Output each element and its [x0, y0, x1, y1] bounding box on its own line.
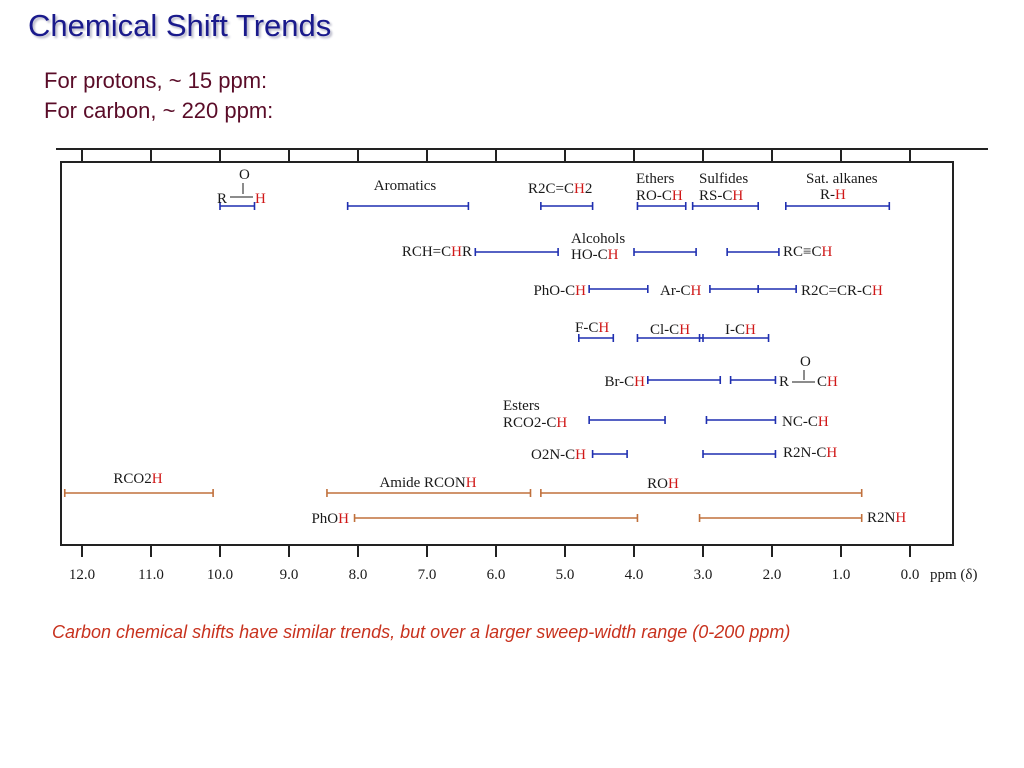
- label-alkene-terminal: R2C=CH2: [528, 181, 592, 197]
- axis-unit-label: ppm (δ): [930, 567, 977, 583]
- label-alkene-internal: RCH=CHR: [402, 244, 472, 260]
- shift-range-bar: [63, 489, 214, 497]
- label-alpha-ketone: CH: [817, 374, 838, 390]
- shift-range-bar: [588, 416, 666, 424]
- tick-label: 6.0: [487, 567, 506, 583]
- label-fluoride: F-CH: [575, 320, 609, 336]
- shift-range-bar: [577, 334, 615, 342]
- label-alcohol-oh: ROH: [647, 476, 679, 492]
- shift-range-bar: [698, 334, 770, 342]
- chart-frame: [56, 148, 988, 546]
- label-chloride: Cl-CH: [650, 322, 690, 338]
- shift-range-bar: [540, 202, 594, 210]
- label-alkanes-heading: Sat. alkanes: [806, 171, 878, 187]
- label-amine-nh: R2NH: [867, 510, 906, 526]
- shift-range-bar: [540, 489, 863, 497]
- shift-range-bar: [346, 202, 470, 210]
- label-iodide: I-CH: [725, 322, 756, 338]
- tick-label: 12.0: [69, 567, 95, 583]
- shift-ranges: [63, 202, 891, 522]
- label-alcohols-heading: Alcohols: [571, 231, 625, 247]
- shift-range-bar: [633, 248, 697, 256]
- shift-range-bar: [646, 376, 722, 384]
- label-aromatics: Aromatics: [374, 178, 437, 194]
- ketone-oxygen: O: [800, 354, 811, 370]
- tick-label: 8.0: [349, 567, 368, 583]
- tick-label: 5.0: [556, 567, 575, 583]
- label-aryl-ether: PhO-CH: [533, 283, 586, 299]
- shift-range-bar: [636, 202, 687, 210]
- shift-range-bar: [709, 285, 760, 293]
- label-alcohols: HO-CH: [571, 247, 619, 263]
- ketone-r: R: [779, 374, 789, 390]
- tick-label: 10.0: [207, 567, 233, 583]
- shift-range-bar: [219, 202, 256, 210]
- intro-line-protons: For protons, ~ 15 ppm:: [44, 68, 268, 93]
- label-sulfides-heading: Sulfides: [699, 171, 748, 187]
- label-phenol: PhOH: [311, 511, 349, 527]
- tick-label: 0.0: [901, 567, 920, 583]
- plot-border: [60, 161, 954, 546]
- caption: Carbon chemical shifts have similar tren…: [52, 622, 791, 642]
- label-amine-alpha: R2N-CH: [783, 445, 837, 461]
- label-sulfides: RS-CH: [699, 188, 743, 204]
- label-nitrile: NC-CH: [782, 414, 829, 430]
- label-carboxylic-acid: RCO2H: [113, 471, 162, 487]
- shift-range-bar: [353, 514, 639, 522]
- intro-line-carbon: For carbon, ~ 220 ppm:: [44, 98, 274, 123]
- shift-range-bar: [729, 376, 777, 384]
- label-esters-heading: Esters: [503, 398, 540, 414]
- label-amide: Amide RCONH: [379, 475, 476, 491]
- label-benzylic: Ar-CH: [660, 283, 702, 299]
- shift-range-bar: [702, 450, 777, 458]
- label-bromide: Br-CH: [604, 374, 645, 390]
- shift-range-bar: [588, 285, 649, 293]
- tick-label: 1.0: [832, 567, 851, 583]
- shift-range-bar: [698, 514, 863, 522]
- tick-label: 11.0: [138, 567, 164, 583]
- x-axis: 12.0 11.0 10.0 9.0 8.0 7.0 6.0 5.0 4.0 3.0 2.0 1.0 0…: [69, 149, 977, 583]
- label-ethers: RO-CH: [636, 188, 683, 204]
- aldehyde-h: H: [255, 191, 266, 207]
- shift-range-bar: [591, 450, 628, 458]
- label-allylic: R2C=CR-CH: [801, 283, 883, 299]
- label-esters: RCO2-CH: [503, 415, 567, 431]
- slide-title: Chemical Shift Trends: [28, 8, 332, 43]
- aldehyde-oxygen: O: [239, 167, 250, 183]
- shift-range-bar: [705, 416, 777, 424]
- shift-range-bar: [726, 248, 780, 256]
- label-alkyne: RC≡CH: [783, 244, 832, 260]
- tick-label: 9.0: [280, 567, 299, 583]
- tick-label: 3.0: [694, 567, 713, 583]
- shift-range-bar: [474, 248, 559, 256]
- shift-range-bar: [691, 202, 760, 210]
- shift-range-bar: [784, 202, 891, 210]
- label-nitro: O2N-CH: [531, 447, 586, 463]
- tick-label: 7.0: [418, 567, 437, 583]
- tick-label: 4.0: [625, 567, 644, 583]
- aldehyde-r: R: [217, 191, 227, 207]
- label-alkanes: R-H: [820, 187, 846, 203]
- shift-range-bar: [326, 489, 532, 497]
- shift-range-bar: [757, 285, 797, 293]
- tick-label: 2.0: [763, 567, 782, 583]
- label-ethers-heading: Ethers: [636, 171, 674, 187]
